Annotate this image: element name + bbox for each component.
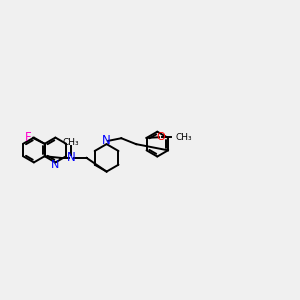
Text: N: N: [51, 160, 60, 170]
Text: N: N: [102, 134, 111, 147]
Text: O: O: [156, 132, 165, 142]
Text: N: N: [66, 152, 75, 164]
Text: CH₃: CH₃: [62, 138, 79, 147]
Text: F: F: [26, 131, 32, 144]
Text: CH₃: CH₃: [175, 133, 192, 142]
